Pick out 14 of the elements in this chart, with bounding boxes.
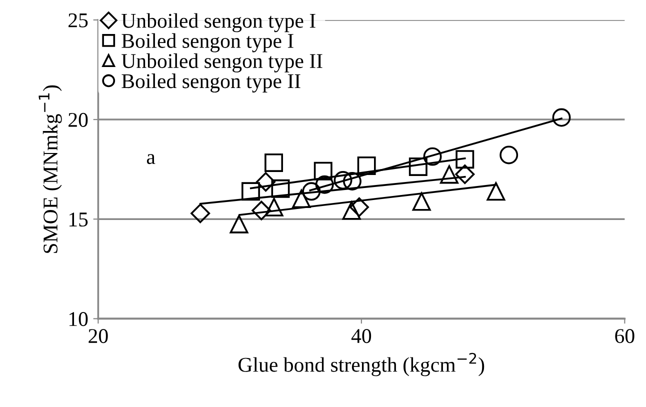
y-tick-label: 10 bbox=[69, 312, 88, 326]
annotation: a bbox=[146, 154, 156, 164]
y-axis-title: SMOE (MNmkg$^{−1}$) bbox=[38, 85, 62, 253]
x-tick-label: 20 bbox=[88, 329, 108, 344]
x-tick-label: 60 bbox=[615, 329, 634, 344]
y-tick-label: 20 bbox=[68, 112, 88, 127]
x-axis-title: Glue bond strength (kgcm$^{−2}$) bbox=[238, 352, 484, 376]
legend-label: Unboiled sengon type I bbox=[122, 13, 316, 32]
legend-label: Unboiled sengon type II bbox=[122, 53, 322, 72]
legend-label: Boiled sengon type II bbox=[122, 74, 300, 93]
y-tick-label: 15 bbox=[69, 212, 88, 227]
x-tick-label: 40 bbox=[351, 329, 372, 344]
legend-label: Boiled sengon type I bbox=[122, 33, 294, 52]
y-tick-label: 25 bbox=[68, 13, 88, 28]
